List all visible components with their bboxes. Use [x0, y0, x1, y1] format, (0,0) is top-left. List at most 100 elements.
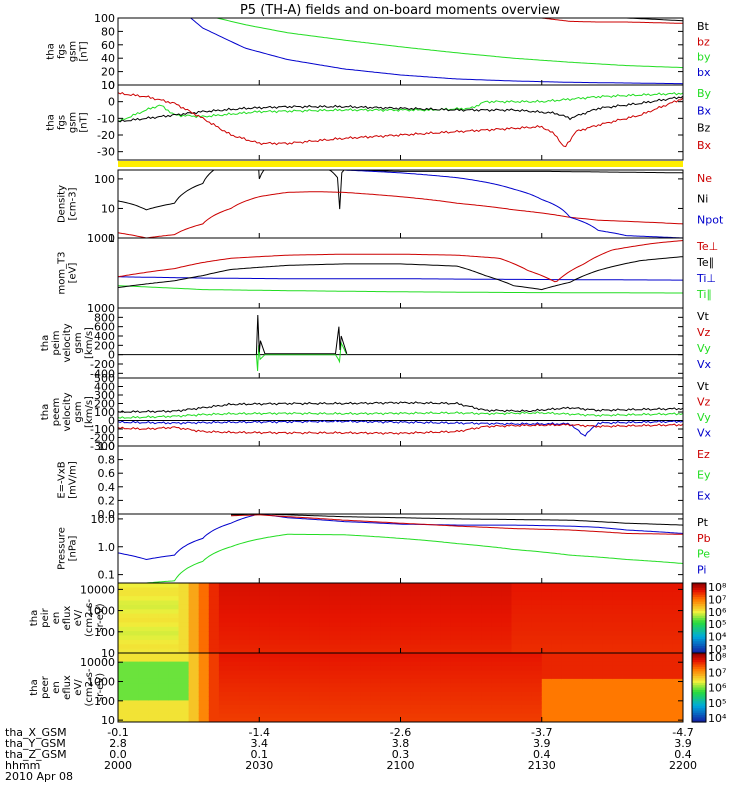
spectrogram-cell — [269, 657, 280, 663]
spectrogram-cell — [450, 696, 462, 701]
spectrogram-cell — [249, 604, 260, 610]
spectrogram-cell — [572, 644, 583, 650]
spectrogram-cell — [420, 683, 432, 689]
spectrogram-cell — [178, 591, 190, 597]
spectrogram-cell — [592, 635, 603, 641]
spectrogram-cell — [592, 596, 603, 602]
spectrogram-cell — [148, 700, 159, 706]
spectrogram-cell — [360, 696, 371, 701]
spectrogram-cell — [309, 717, 321, 722]
legend-entry: bx — [697, 66, 711, 79]
spectrogram-cell — [350, 648, 361, 653]
spectrogram-cell — [329, 653, 341, 658]
spectrogram-cell — [269, 717, 280, 722]
colorbar-segment — [692, 678, 706, 682]
spectrogram-cell — [208, 591, 220, 597]
spectrogram-cell — [289, 609, 301, 615]
spectrogram-cell — [158, 696, 170, 701]
spectrogram-cell — [572, 609, 583, 615]
spectrogram-cell — [299, 600, 311, 606]
spectrogram-cell — [229, 670, 240, 676]
spectrogram-cell — [279, 674, 291, 680]
spectrogram-cell — [289, 691, 301, 697]
spectrogram-cell — [138, 591, 149, 597]
spectrogram-cell — [572, 635, 583, 641]
spectrogram-cell — [128, 670, 139, 676]
spectrogram-cell — [178, 657, 190, 663]
spectrogram-cell — [652, 653, 664, 658]
spectrogram-cell — [370, 591, 381, 597]
spectrogram-cell — [208, 700, 220, 706]
spectrogram-cell — [582, 717, 593, 722]
spectrogram-cell — [501, 717, 513, 722]
spectrogram-cell — [632, 648, 644, 653]
spectrogram-cell — [541, 683, 553, 689]
spectrogram-cell — [289, 700, 301, 706]
spectrogram-cell — [198, 600, 210, 606]
spectrogram-cell — [622, 657, 634, 663]
spectrogram-cell — [138, 670, 149, 676]
spectrogram-cell — [592, 613, 603, 619]
spectrogram-cell — [309, 635, 321, 641]
spectrogram-cell — [390, 583, 402, 588]
spectrogram-cell — [572, 631, 583, 637]
spectrogram-cell — [632, 600, 644, 606]
spectrogram-cell — [450, 653, 462, 658]
spectrogram-cell — [279, 626, 291, 632]
spectrogram-cell — [360, 609, 371, 615]
spectrogram-cell — [481, 717, 492, 722]
spectrogram-cell — [188, 596, 200, 602]
y-tick-label: 400 — [94, 381, 115, 394]
spectrogram-cell — [198, 604, 210, 610]
spectrogram-cell — [370, 622, 381, 628]
spectrogram-cell — [652, 657, 664, 663]
spectrogram-cell — [672, 648, 683, 653]
spectrogram-cell — [249, 618, 260, 623]
spectrogram-cell — [239, 609, 250, 615]
spectrogram-cell — [501, 644, 513, 650]
spectrogram-cell — [158, 674, 170, 680]
spectrogram-cell — [521, 648, 533, 653]
spectrogram-cell — [612, 604, 624, 610]
spectrogram-cell — [521, 696, 533, 701]
spectrogram-cell — [511, 648, 523, 653]
spectrogram-cell — [198, 648, 210, 653]
spectrogram-cell — [430, 683, 442, 689]
spectrogram-cell — [360, 700, 371, 706]
spectrogram-cell — [491, 604, 502, 610]
legend-entry: Pt — [697, 516, 709, 529]
spectrogram-cell — [511, 713, 523, 719]
y-axis-label: gsm — [73, 401, 84, 422]
spectrogram-cell — [501, 687, 513, 693]
spectrogram-cell — [572, 670, 583, 676]
spectrogram-cell — [420, 661, 432, 667]
spectrogram-cell — [208, 622, 220, 628]
spectrogram-cell — [380, 604, 391, 610]
spectrogram-cell — [450, 709, 462, 714]
spectrogram-cell — [471, 696, 482, 701]
y-tick-label: 10000 — [80, 583, 115, 596]
spectrogram-cell — [229, 687, 240, 693]
spectrogram-cell — [360, 600, 371, 606]
spectrogram-cell — [229, 596, 240, 602]
spectrogram-cell — [541, 717, 553, 722]
spectrogram-cell — [501, 604, 513, 610]
spectrogram-cell — [289, 626, 301, 632]
spectrogram-cell — [319, 583, 331, 588]
y-tick-label: -400 — [90, 367, 115, 380]
spectrogram-cell — [430, 696, 442, 701]
spectrogram-cell — [592, 687, 603, 693]
spectrogram-cell — [511, 583, 523, 588]
spectrogram-cell — [329, 713, 341, 719]
spectrogram-cell — [612, 613, 624, 619]
spectrogram-cell — [622, 678, 634, 684]
spectrogram-cell — [269, 604, 280, 610]
spectrogram-cell — [541, 700, 553, 706]
spectrogram-cell — [319, 653, 331, 658]
spectrogram-cell — [229, 691, 240, 697]
spectrogram-cell — [360, 661, 371, 667]
spectrogram-cell — [501, 639, 513, 645]
spectrogram-cell — [198, 644, 210, 650]
spectrogram-cell — [491, 709, 502, 714]
spectrogram-cell — [269, 670, 280, 676]
